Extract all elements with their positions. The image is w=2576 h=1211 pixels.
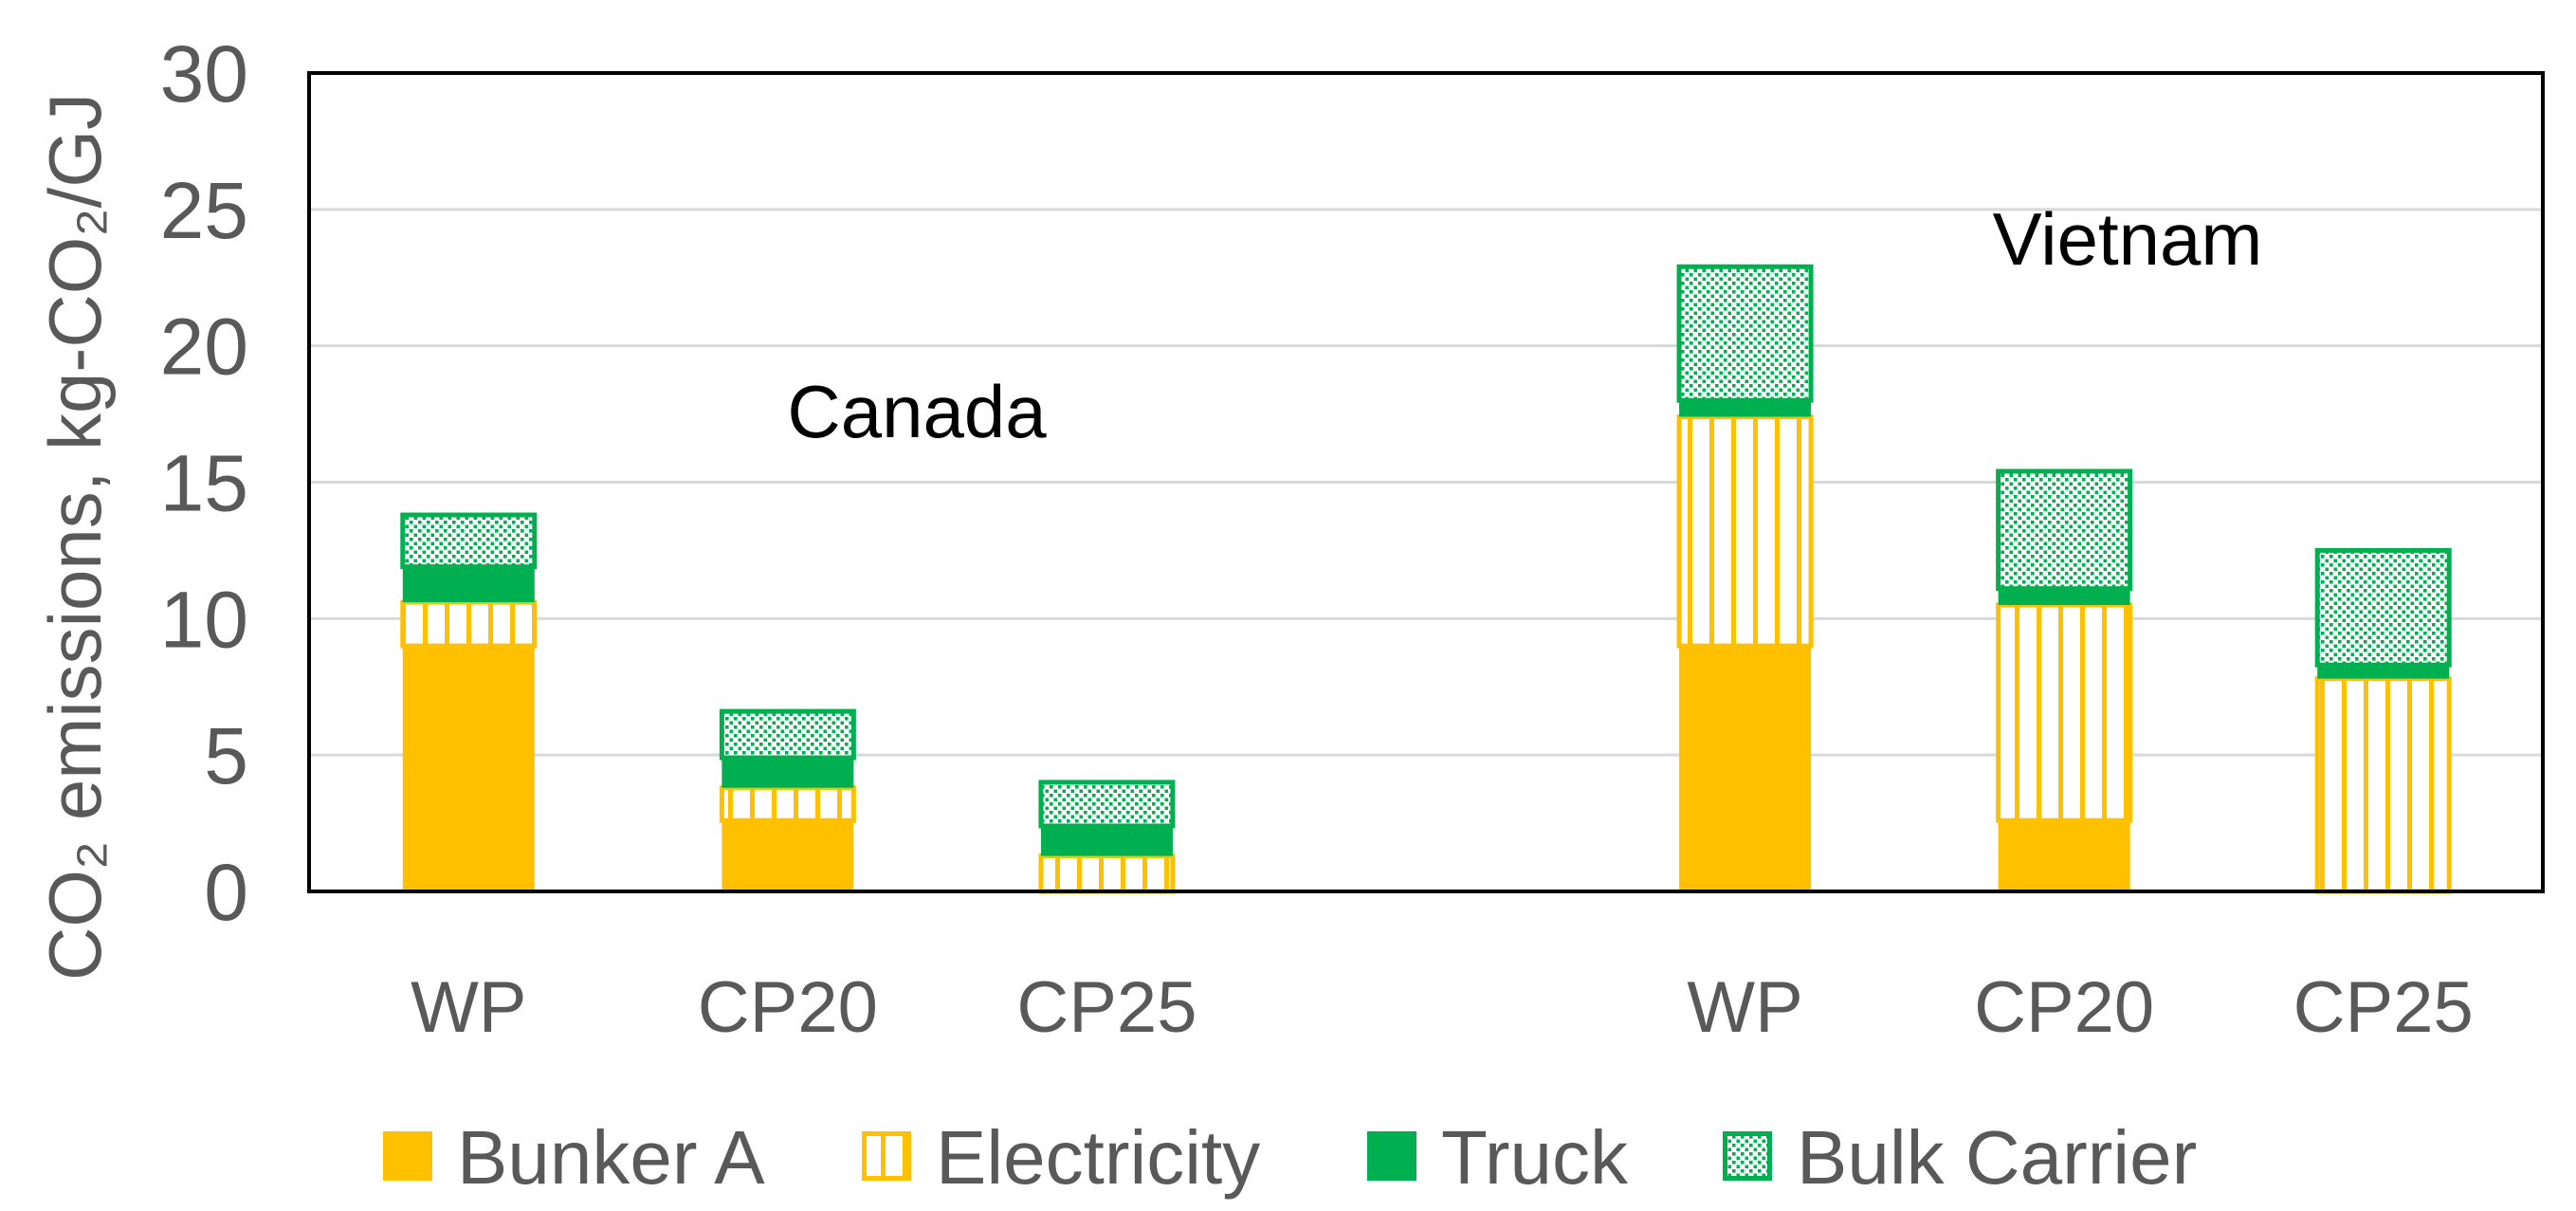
group-label-vietnam: Vietnam — [1993, 197, 2263, 281]
y-tick-label: 0 — [204, 848, 248, 937]
legend: Bunker A Electricity Truck Bulk Carrier — [383, 1115, 2197, 1200]
legend-swatch — [1723, 1131, 1772, 1181]
bar-segment-bunker-a — [1998, 820, 2130, 891]
stacked-bar-vietnam-wp — [1676, 264, 1814, 891]
bar-segment-truck — [1040, 825, 1173, 856]
y-axis-tick-labels: 0 5 10 15 20 25 30 — [160, 29, 248, 937]
legend-item-electricity: Electricity — [862, 1115, 1260, 1200]
bar-segment-truck — [2317, 665, 2450, 679]
bar-segment-truck — [722, 758, 854, 788]
bars — [400, 264, 2452, 894]
bar-segment-bulk-carrier — [1996, 468, 2133, 592]
legend-swatch — [383, 1131, 432, 1181]
bar-segment-bulk-carrier — [1038, 780, 1176, 829]
stacked-bar-vietnam-cp20 — [1996, 468, 2133, 891]
y-tick-label: 25 — [160, 166, 248, 255]
bar-segment-electricity — [2314, 676, 2452, 894]
x-category-label: CP20 — [1974, 967, 2154, 1048]
bar-segment-electricity — [400, 599, 538, 649]
legend-label: Bunker A — [457, 1115, 765, 1200]
stacked-bar-vietnam-cp25 — [2314, 547, 2452, 894]
x-axis-category-labels: WP CP20 CP25 WP CP20 CP25 — [411, 967, 2474, 1048]
bar-segment-bunker-a — [722, 820, 854, 891]
group-labels: Canada Vietnam — [787, 197, 2262, 453]
bar-segment-truck — [1679, 400, 1812, 417]
stacked-bar-canada-wp — [400, 512, 538, 891]
legend-item-bunker-a: Bunker A — [383, 1115, 765, 1200]
bar-segment-electricity — [1676, 413, 1814, 649]
bar-segment-electricity — [1996, 602, 2133, 823]
stacked-bar-canada-cp25 — [1038, 780, 1176, 894]
x-category-label: CP20 — [698, 967, 878, 1048]
bar-segment-bunker-a — [402, 646, 535, 891]
legend-label: Truck — [1441, 1115, 1629, 1200]
stacked-bar-canada-cp20 — [719, 708, 856, 891]
x-category-label: CP25 — [2293, 967, 2474, 1048]
bar-segment-electricity — [1038, 853, 1176, 894]
y-axis-title: CO₂ emissions, kg-CO₂/GJ — [33, 93, 117, 981]
bar-segment-truck — [1998, 588, 2130, 605]
bar-segment-bulk-carrier — [2314, 547, 2452, 668]
y-tick-label: 30 — [160, 29, 248, 119]
legend-label: Bulk Carrier — [1797, 1115, 2197, 1200]
gridlines — [309, 208, 2543, 757]
legend-item-truck: Truck — [1367, 1115, 1629, 1200]
group-label-canada: Canada — [787, 370, 1047, 453]
legend-label: Electricity — [936, 1115, 1260, 1200]
y-tick-label: 5 — [204, 711, 248, 800]
legend-item-bulk-carrier: Bulk Carrier — [1723, 1115, 2197, 1200]
bar-segment-bulk-carrier — [400, 512, 538, 570]
plot-area-frame — [307, 71, 2545, 893]
y-tick-label: 20 — [160, 303, 248, 392]
x-category-label: CP25 — [1016, 967, 1197, 1048]
legend-swatch — [862, 1131, 911, 1181]
x-category-label: WP — [1687, 967, 1802, 1048]
y-tick-label: 10 — [160, 575, 248, 664]
y-tick-label: 15 — [160, 439, 248, 528]
bar-segment-truck — [402, 566, 535, 603]
bar-segment-bulk-carrier — [719, 708, 856, 761]
legend-swatch — [1367, 1131, 1416, 1181]
bar-segment-bulk-carrier — [1676, 264, 1814, 403]
bar-segment-bunker-a — [1679, 646, 1812, 891]
bar-segment-electricity — [719, 785, 856, 823]
x-category-label: WP — [411, 967, 526, 1048]
